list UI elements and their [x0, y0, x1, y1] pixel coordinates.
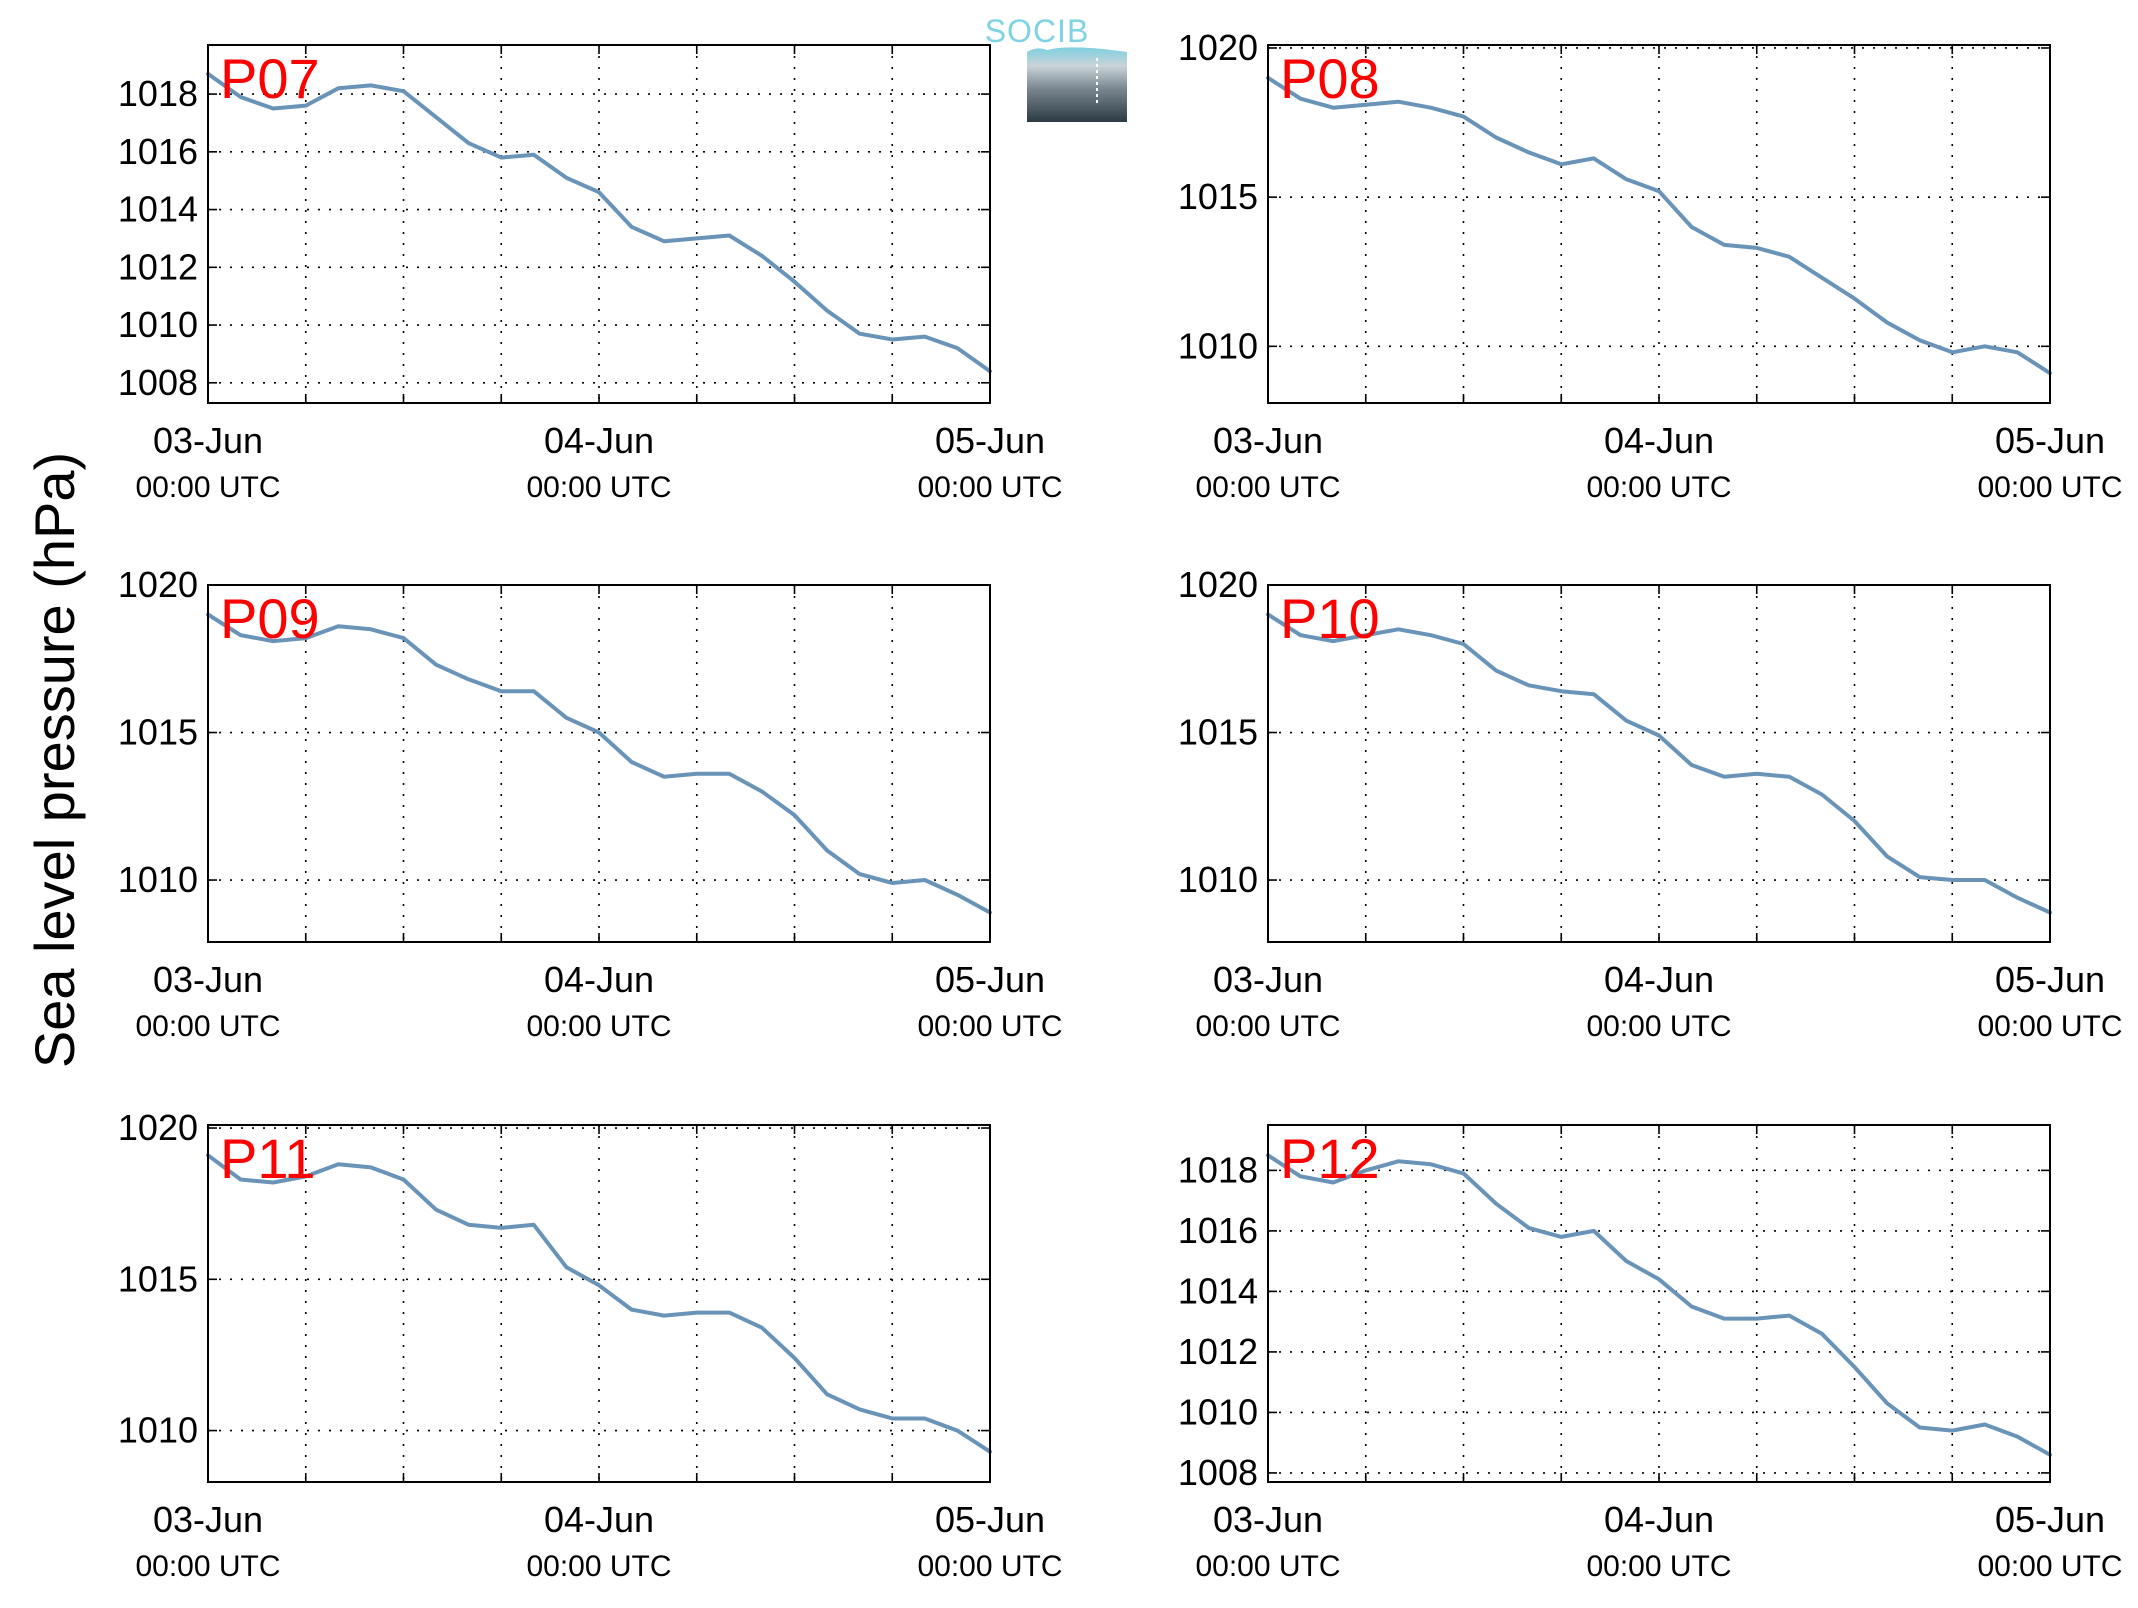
x-tick-label-date: 03-Jun: [1213, 959, 1323, 1000]
y-tick-label: 1010: [1178, 325, 1258, 366]
series-line-p11: [206, 1153, 992, 1454]
y-tick-label: 1010: [1178, 859, 1258, 900]
y-axis-label: Sea level pressure (hPa): [23, 452, 86, 1068]
series-line-p08: [1266, 75, 2052, 376]
y-tick-label: 1018: [118, 73, 198, 114]
socib-logo: SOCIB: [985, 13, 1127, 122]
x-tick-label-date: 03-Jun: [1213, 1499, 1323, 1540]
plot-frame: [1267, 1124, 2051, 1483]
series-line-p12: [1266, 1153, 2052, 1457]
y-tick-label: 1020: [118, 1107, 198, 1148]
series-line-p07: [206, 71, 992, 374]
x-tick-label-time: 00:00 UTC: [1195, 471, 1340, 504]
x-tick-label-time: 00:00 UTC: [1586, 1550, 1731, 1583]
chart-panel-p11: 1010 1015 1020 03-Jun 00:00 UTC 04-Jun 00:00 U…: [118, 1107, 1063, 1583]
plot-frame: [207, 44, 991, 404]
y-tick-label: 1008: [118, 362, 198, 403]
y-tick-label: 1010: [118, 859, 198, 900]
x-tick-label-time: 00:00 UTC: [526, 1010, 671, 1043]
series-line-p09: [206, 612, 992, 915]
x-tick-label-time: 00:00 UTC: [1977, 471, 2122, 504]
x-tick-label-time: 00:00 UTC: [1977, 1010, 2122, 1043]
x-tick-label-time: 00:00 UTC: [135, 1010, 280, 1043]
x-tick-label-time: 00:00 UTC: [526, 471, 671, 504]
x-tick-label-date: 03-Jun: [153, 1499, 263, 1540]
y-tick-label: 1015: [1178, 176, 1258, 217]
x-tick-label-time: 00:00 UTC: [135, 1550, 280, 1583]
y-tick-label: 1015: [1178, 712, 1258, 753]
panel-label: P10: [1280, 587, 1380, 650]
y-tick-label: 1018: [1178, 1149, 1258, 1190]
x-tick-label-date: 03-Jun: [153, 959, 263, 1000]
panel-label: P09: [220, 587, 320, 650]
panel-label: P11: [220, 1127, 315, 1190]
x-tick-label-date: 04-Jun: [1604, 959, 1714, 1000]
chart-panel-p08: 1010 1015 1020 03-Jun 00:00 UTC 04-Jun 00:00 U…: [1178, 27, 2123, 504]
y-tick-label: 1008: [1178, 1452, 1258, 1493]
y-tick-label: 1020: [118, 564, 198, 605]
plot-frame: [1267, 44, 2051, 404]
socib-logo-mark: [1027, 47, 1127, 122]
x-tick-label-date: 05-Jun: [1995, 1499, 2105, 1540]
y-tick-label: 1014: [1178, 1270, 1258, 1311]
plot-frame: [207, 1124, 991, 1483]
y-tick-label: 1016: [118, 131, 198, 172]
y-tick-label: 1020: [1178, 27, 1258, 68]
x-tick-label-time: 00:00 UTC: [917, 1010, 1062, 1043]
series-line-p10: [1266, 612, 2052, 915]
y-tick-label: 1014: [118, 189, 198, 230]
x-tick-label-time: 00:00 UTC: [1977, 1550, 2122, 1583]
chart-panel-p07: 1008 1010 1012 1014 1016 1018 03-Jun 00:00 UTC 0…: [118, 44, 1063, 504]
x-tick-label-date: 04-Jun: [544, 1499, 654, 1540]
panel-label: P08: [1280, 47, 1380, 110]
y-tick-label: 1016: [1178, 1210, 1258, 1251]
socib-logo-text: SOCIB: [985, 13, 1090, 49]
y-tick-label: 1020: [1178, 564, 1258, 605]
y-tick-label: 1015: [118, 1258, 198, 1299]
x-tick-label-time: 00:00 UTC: [917, 1550, 1062, 1583]
panel-label: P12: [1280, 1127, 1380, 1190]
y-tick-label: 1012: [1178, 1331, 1258, 1372]
x-tick-label-date: 05-Jun: [1995, 420, 2105, 461]
y-tick-label: 1010: [1178, 1391, 1258, 1432]
x-tick-label-date: 04-Jun: [544, 959, 654, 1000]
plot-frame: [207, 584, 991, 943]
x-tick-label-time: 00:00 UTC: [1195, 1550, 1340, 1583]
x-tick-label-date: 04-Jun: [1604, 1499, 1714, 1540]
chart-panel-p12: 1008 1010 1012 1014 1016 1018 03-Jun 00:00 UTC 0…: [1178, 1124, 2123, 1583]
x-tick-label-date: 03-Jun: [153, 420, 263, 461]
x-tick-label-date: 05-Jun: [935, 420, 1045, 461]
y-tick-label: 1010: [118, 304, 198, 345]
x-tick-label-time: 00:00 UTC: [917, 471, 1062, 504]
x-tick-label-date: 05-Jun: [935, 959, 1045, 1000]
x-tick-label-date: 04-Jun: [544, 420, 654, 461]
y-tick-label: 1015: [118, 712, 198, 753]
x-tick-label-time: 00:00 UTC: [526, 1550, 671, 1583]
x-tick-label-time: 00:00 UTC: [1586, 471, 1731, 504]
plot-frame: [1267, 584, 2051, 943]
x-tick-label-date: 05-Jun: [935, 1499, 1045, 1540]
x-tick-label-time: 00:00 UTC: [1586, 1010, 1731, 1043]
chart-panel-p10: 1010 1015 1020 03-Jun 00:00 UTC 04-Jun 00:00 U…: [1178, 564, 2123, 1043]
x-tick-label-time: 00:00 UTC: [1195, 1010, 1340, 1043]
x-tick-label-date: 05-Jun: [1995, 959, 2105, 1000]
x-tick-label-date: 03-Jun: [1213, 420, 1323, 461]
y-tick-label: 1012: [118, 246, 198, 287]
x-tick-label-time: 00:00 UTC: [135, 471, 280, 504]
x-tick-label-date: 04-Jun: [1604, 420, 1714, 461]
panel-label: P07: [220, 47, 320, 110]
y-tick-label: 1010: [118, 1410, 198, 1451]
chart-panel-p09: 1010 1015 1020 03-Jun 00:00 UTC 04-Jun 00:00 U…: [118, 564, 1063, 1043]
